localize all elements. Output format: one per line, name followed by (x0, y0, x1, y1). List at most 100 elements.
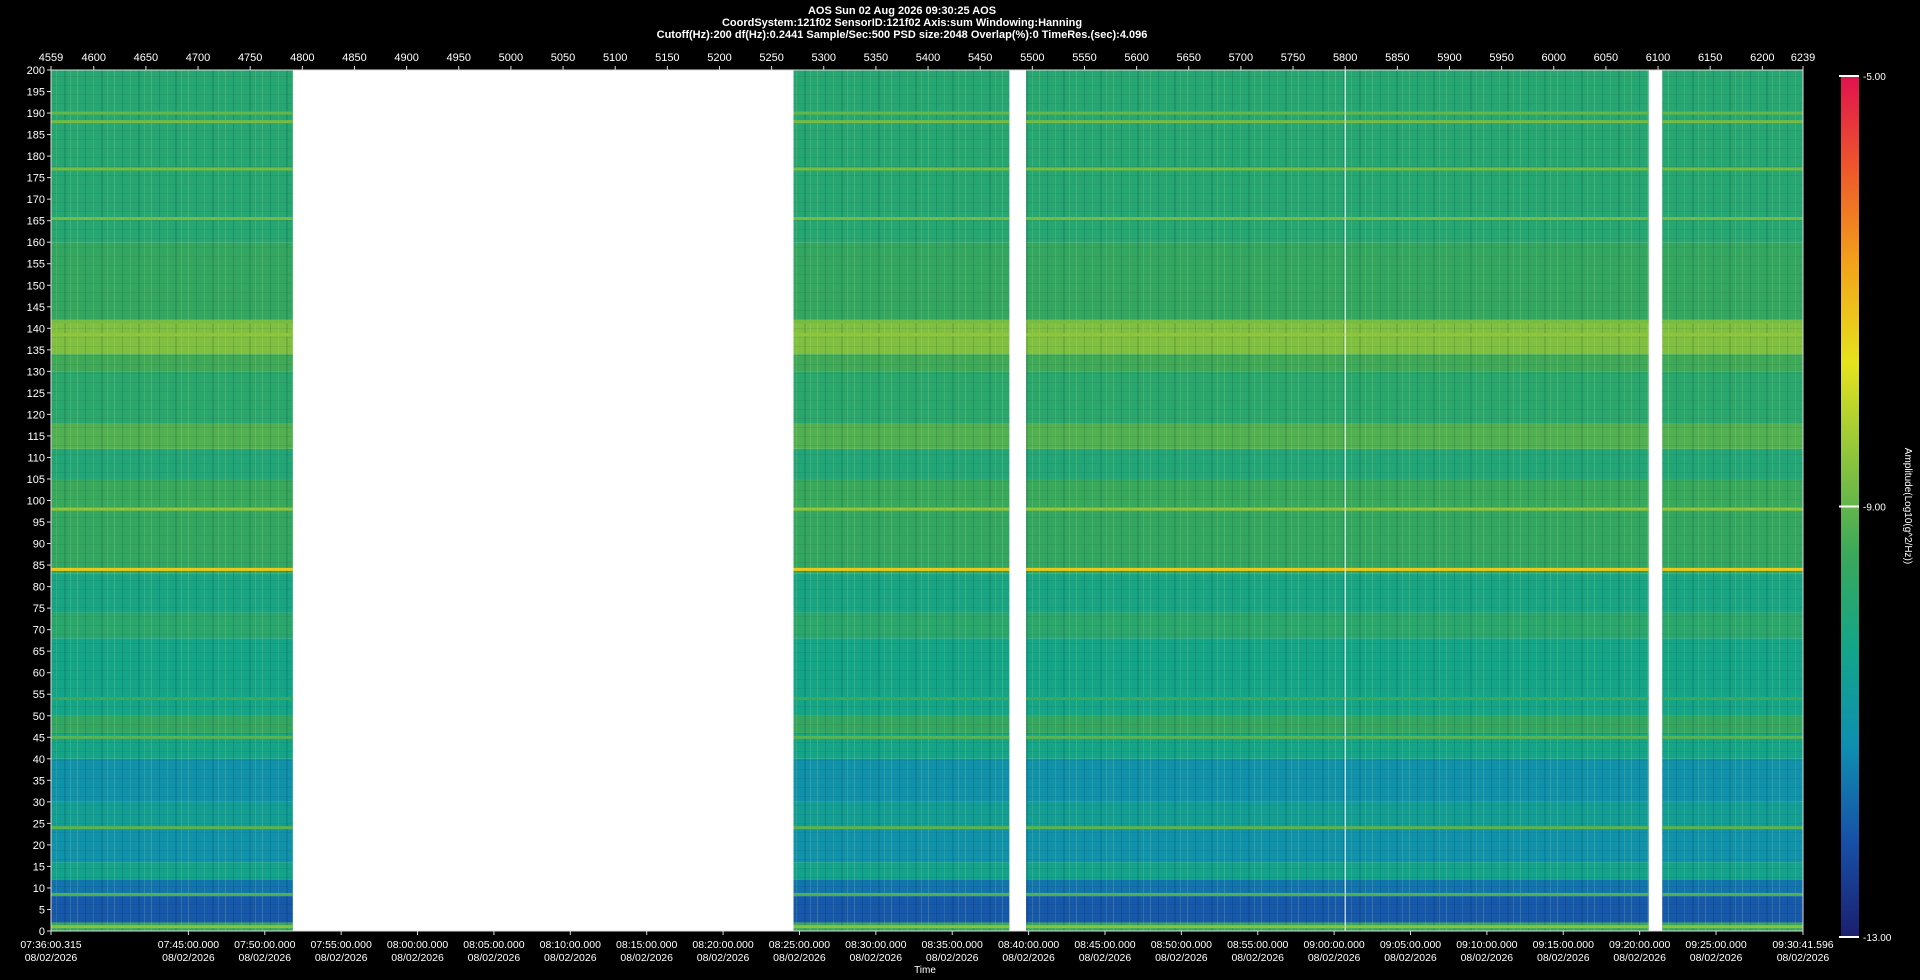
spectral-line (1026, 892, 1345, 896)
spectral-line (51, 120, 293, 124)
texture (1026, 70, 1345, 931)
spectral-line (793, 925, 1010, 929)
spectral-line (1026, 507, 1345, 511)
spectral-line (1662, 507, 1803, 511)
spectral-line (1345, 167, 1649, 171)
top-tick-label: 6239 (1791, 52, 1815, 64)
spectral-line (793, 567, 1010, 571)
y-tick-label: 75 (33, 603, 45, 615)
top-tick-label: 5450 (968, 52, 992, 64)
spectral-line (1026, 320, 1345, 324)
spectral-line (1026, 567, 1345, 571)
top-tick-label: 5550 (1072, 52, 1096, 64)
spectral-line (51, 507, 293, 511)
x-tick-label: 08:05:00.000 (463, 939, 524, 951)
colorbar-tick-label: -5.00 (1863, 72, 1886, 83)
top-tick-label: 5250 (759, 52, 783, 64)
spectral-line (1345, 120, 1649, 124)
spectral-line (1662, 735, 1803, 739)
spectral-line (1345, 111, 1649, 115)
spectral-line (793, 697, 1010, 701)
y-tick-label: 105 (27, 474, 45, 486)
x-tick-date: 08/02/2026 (1384, 952, 1437, 964)
spectral-line (1345, 567, 1649, 571)
title-line: AOS Sun 02 Aug 2026 09:30:25 AOS (808, 5, 996, 17)
x-tick-label: 08:45:00.000 (1074, 939, 1135, 951)
y-tick-label: 140 (27, 323, 45, 335)
spectral-line (1345, 735, 1649, 739)
top-tick-label: 5400 (916, 52, 940, 64)
x-tick-date: 08/02/2026 (25, 952, 78, 964)
y-tick-label: 160 (27, 237, 45, 249)
x-tick-label: 09:20:00.000 (1609, 939, 1670, 951)
top-tick-label: 6200 (1750, 52, 1774, 64)
x-tick-label: 09:10:00.000 (1456, 939, 1517, 951)
spectral-line (1662, 892, 1803, 896)
spectral-line (1345, 925, 1649, 929)
spectral-line (1026, 217, 1345, 221)
x-tick-label: 08:40:00.000 (998, 939, 1059, 951)
x-tick-date: 08/02/2026 (1079, 952, 1132, 964)
spectral-line (1662, 120, 1803, 124)
x-tick-label: 08:30:00.000 (845, 939, 906, 951)
top-tick-label: 5650 (1177, 52, 1201, 64)
spectral-line (51, 333, 293, 337)
x-tick-date: 08/02/2026 (850, 952, 903, 964)
top-tick-label: 5100 (603, 52, 627, 64)
spectral-line (51, 320, 293, 324)
top-tick-label: 5750 (1281, 52, 1305, 64)
top-tick-label: 6150 (1698, 52, 1722, 64)
y-tick-label: 190 (27, 108, 45, 120)
spectral-line (1662, 111, 1803, 115)
spectral-line (51, 697, 293, 701)
y-tick-label: 80 (33, 582, 45, 594)
x-tick-label: 07:36:00.315 (20, 939, 81, 951)
top-tick-label: 5800 (1333, 52, 1357, 64)
y-tick-label: 170 (27, 194, 45, 206)
spectral-line (51, 826, 293, 830)
x-tick-date: 08/02/2026 (1690, 952, 1743, 964)
spectral-line (793, 111, 1010, 115)
top-tick-label: 5300 (812, 52, 836, 64)
spectral-line (1026, 826, 1345, 830)
x-tick-label: 08:55:00.000 (1227, 939, 1288, 951)
spectral-line (51, 567, 293, 571)
top-tick-label: 5900 (1437, 52, 1461, 64)
spectral-line (793, 826, 1010, 830)
top-tick-label: 4650 (134, 52, 158, 64)
x-tick-date: 08/02/2026 (315, 952, 368, 964)
top-tick-label: 5050 (551, 52, 575, 64)
x-tick-label: 08:00:00.000 (387, 939, 448, 951)
spectral-line (793, 120, 1010, 124)
colorbar-tick-label: -9.00 (1863, 503, 1886, 514)
x-tick-label: 08:15:00.000 (616, 939, 677, 951)
x-tick-label: 09:25:00.000 (1685, 939, 1746, 951)
y-tick-label: 30 (33, 797, 45, 809)
x-tick-date: 08/02/2026 (620, 952, 673, 964)
top-tick-label: 4900 (394, 52, 418, 64)
x-tick-date: 08/02/2026 (1777, 952, 1830, 964)
y-tick-label: 20 (33, 840, 45, 852)
colorbar-label: Amplitude(Log10(g^2/Hz)) (1902, 448, 1913, 564)
y-tick-label: 90 (33, 539, 45, 551)
x-tick-label: 07:50:00.000 (234, 939, 295, 951)
spectral-line (1662, 826, 1803, 830)
x-tick-label: 08:10:00.000 (540, 939, 601, 951)
y-tick-label: 150 (27, 280, 45, 292)
y-tick-label: 125 (27, 388, 45, 400)
spectral-line (793, 892, 1010, 896)
x-tick-label: 09:30:41.596 (1772, 939, 1833, 951)
y-tick-label: 70 (33, 625, 45, 637)
y-tick-label: 60 (33, 668, 45, 680)
x-tick-date: 08/02/2026 (1613, 952, 1666, 964)
y-tick-label: 180 (27, 151, 45, 163)
top-tick-label: 4600 (82, 52, 106, 64)
top-tick-label: 4800 (290, 52, 314, 64)
top-tick-label: 4950 (447, 52, 471, 64)
x-tick-date: 08/02/2026 (773, 952, 826, 964)
spectral-line (1662, 333, 1803, 337)
x-tick-date: 08/02/2026 (162, 952, 215, 964)
y-tick-label: 200 (27, 65, 45, 77)
title-line: CoordSystem:121f02 SensorID:121f02 Axis:… (722, 17, 1082, 29)
x-tick-label: 08:25:00.000 (769, 939, 830, 951)
